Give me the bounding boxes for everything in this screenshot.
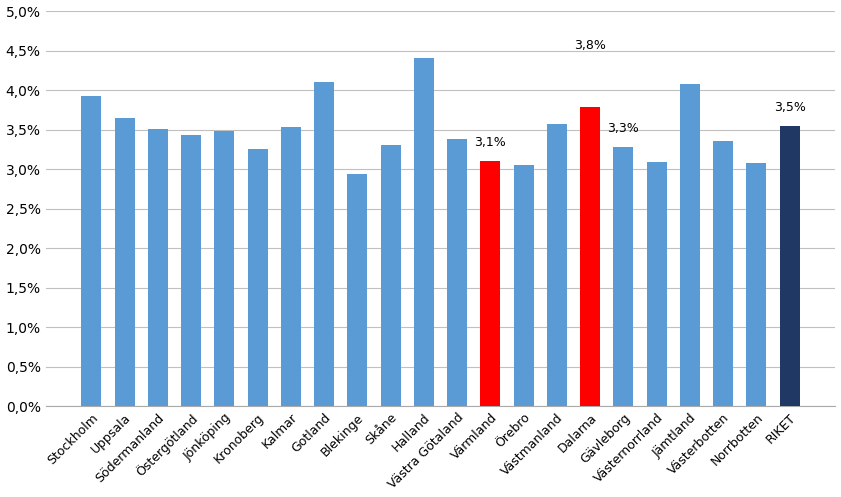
Bar <box>247 150 267 406</box>
Bar <box>580 107 600 406</box>
Bar <box>281 127 301 406</box>
Bar <box>347 174 368 406</box>
Bar <box>514 165 533 406</box>
Text: 3,1%: 3,1% <box>474 136 506 150</box>
Bar <box>613 147 633 406</box>
Bar <box>647 162 667 406</box>
Bar <box>181 135 201 406</box>
Bar <box>547 124 567 406</box>
Bar <box>414 59 434 406</box>
Bar <box>148 129 168 406</box>
Bar <box>381 145 400 406</box>
Text: 3,8%: 3,8% <box>574 39 606 52</box>
Bar <box>214 131 235 406</box>
Bar <box>746 163 766 406</box>
Bar <box>315 82 334 406</box>
Bar <box>447 139 467 406</box>
Bar <box>713 142 733 406</box>
Bar <box>780 126 800 406</box>
Bar <box>114 118 135 406</box>
Text: 3,3%: 3,3% <box>607 122 639 135</box>
Bar <box>82 95 102 406</box>
Bar <box>480 161 500 406</box>
Bar <box>680 84 700 406</box>
Text: 3,5%: 3,5% <box>774 101 806 114</box>
